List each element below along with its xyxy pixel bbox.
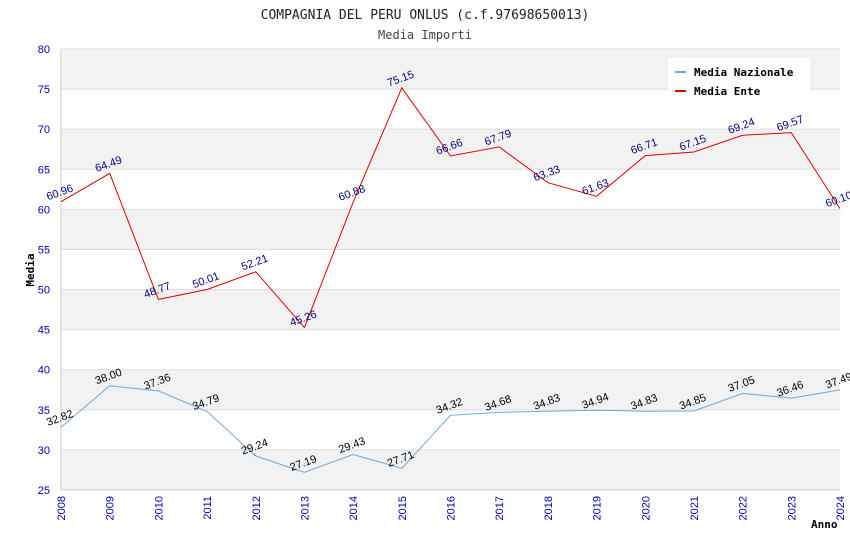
x-axis-title: Anno xyxy=(811,518,838,531)
y-axis-title: Media xyxy=(24,253,37,286)
chart-subtitle: Media Importi xyxy=(378,28,472,42)
y-tick-label: 80 xyxy=(38,44,50,56)
grid-bands xyxy=(61,49,840,490)
y-tick-label: 45 xyxy=(38,325,50,337)
x-tick-label: 2010 xyxy=(153,496,165,520)
x-tick-label: 2009 xyxy=(105,496,117,520)
grid-band xyxy=(61,449,840,490)
y-tick-label: 65 xyxy=(38,164,50,176)
y-tick-label: 70 xyxy=(38,124,50,136)
grid-band xyxy=(61,129,840,170)
grid-band xyxy=(61,289,840,330)
x-tick-label: 2014 xyxy=(348,496,360,520)
y-tick-label: 25 xyxy=(38,485,50,497)
y-tick-label: 50 xyxy=(38,285,50,297)
x-tick-label: 2018 xyxy=(543,496,555,520)
x-tick-label: 2017 xyxy=(494,496,506,520)
y-tick-label: 55 xyxy=(38,244,50,256)
x-tick-label: 2023 xyxy=(786,496,798,520)
y-tick-label: 40 xyxy=(38,365,50,377)
legend-entry: Media Ente xyxy=(694,85,761,98)
legend-entry: Media Nazionale xyxy=(694,66,794,79)
series-lines xyxy=(60,86,841,473)
grid-band xyxy=(61,369,840,410)
x-tick-labels: 2008 2009 2010 2011 2012 2013 2014 2015 2016 2017… xyxy=(56,496,847,520)
series-line-media-nazionale xyxy=(60,385,841,473)
x-tick-label: 2012 xyxy=(251,496,263,520)
x-tick-label: 2013 xyxy=(299,496,311,520)
x-tick-label: 2021 xyxy=(689,496,701,520)
plot-area xyxy=(61,49,840,490)
x-tick-label: 2008 xyxy=(56,496,68,520)
grid-band xyxy=(61,209,840,250)
x-tick-label: 2022 xyxy=(738,496,750,520)
y-tick-label: 35 xyxy=(38,405,50,417)
x-tick-label: 2020 xyxy=(640,496,652,520)
x-tick-label: 2015 xyxy=(397,496,409,520)
y-tick-label: 75 xyxy=(38,84,50,96)
y-tick-label: 60 xyxy=(38,204,50,216)
x-tick-label: 2024 xyxy=(835,496,847,520)
chart-title: COMPAGNIA DEL PERU ONLUS (c.f.9769865001… xyxy=(261,8,590,23)
series-line-media-ente xyxy=(60,86,841,329)
x-tick-label: 2019 xyxy=(592,496,604,520)
x-tick-label: 2016 xyxy=(446,496,458,520)
y-tick-labels: 25 30 35 40 45 50 55 60 65 70 75 80 xyxy=(38,44,50,497)
legend-box xyxy=(668,58,810,102)
y-tick-label: 30 xyxy=(38,445,50,457)
x-tick-label: 2011 xyxy=(202,496,214,520)
legend: Media Nazionale Media Ente xyxy=(668,58,810,102)
